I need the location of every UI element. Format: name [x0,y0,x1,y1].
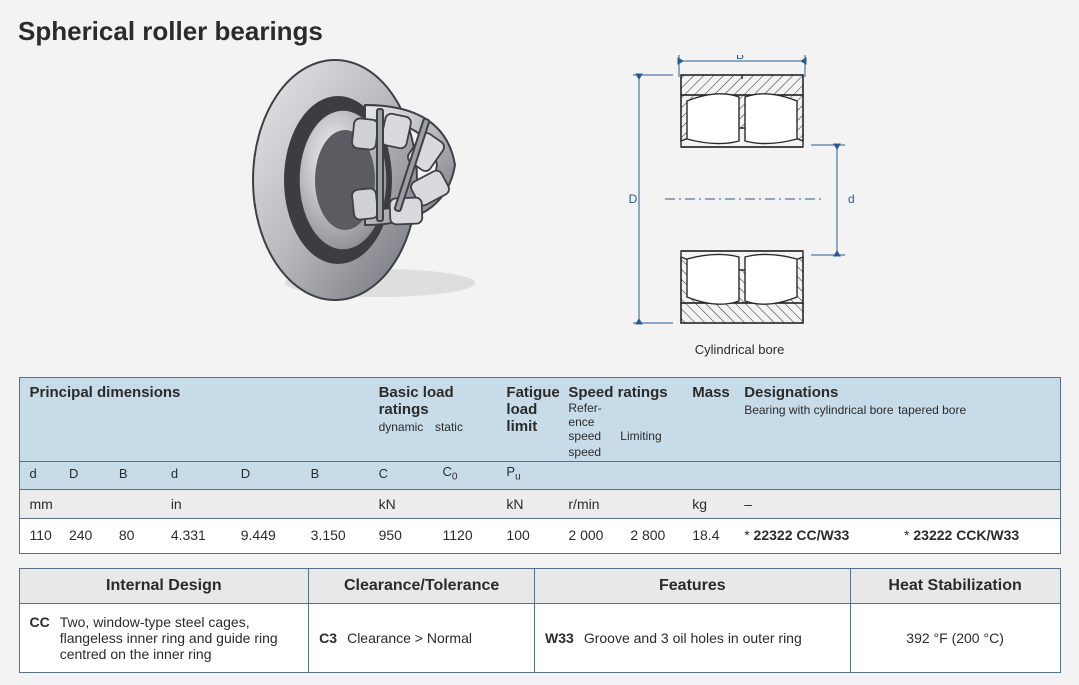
spec-header-row1: Principal dimensions Basic load ratings … [19,378,1060,462]
clearance-cell: C3 Clearance > Normal [309,620,534,656]
heat-stabilization-cell: 392 °F (200 °C) [851,612,1060,664]
dim-d-label: d [848,192,855,206]
features-cell: W33 Groove and 3 oil holes in outer ring [535,620,850,656]
schematic-caption: Cylindrical bore [625,342,855,357]
top-images: B D d [12,55,1067,357]
spec-data-row: 110 240 80 4.331 9.449 3.150 950 1120 10… [19,518,1060,553]
spec-units-row: mm in kN kN r/min kg – [19,489,1060,518]
feature-body-row: CC Two, window-type steel cages, flangel… [19,603,1060,672]
spec-table: Principal dimensions Basic load ratings … [19,377,1061,554]
spec-header-row2: d D B d D B C C0 Pu [19,462,1060,490]
bearing-3d-illustration [225,35,505,315]
feature-header-row: Internal Design Clearance/Tolerance Feat… [19,568,1060,603]
internal-design-cell: CC Two, window-type steel cages, flangel… [20,604,309,672]
feature-table: Internal Design Clearance/Tolerance Feat… [19,568,1061,673]
dim-B-label: B [735,55,743,62]
page-title: Spherical roller bearings [18,16,1067,47]
bearing-schematic: B D d [625,55,855,357]
dim-D-label: D [628,192,637,206]
